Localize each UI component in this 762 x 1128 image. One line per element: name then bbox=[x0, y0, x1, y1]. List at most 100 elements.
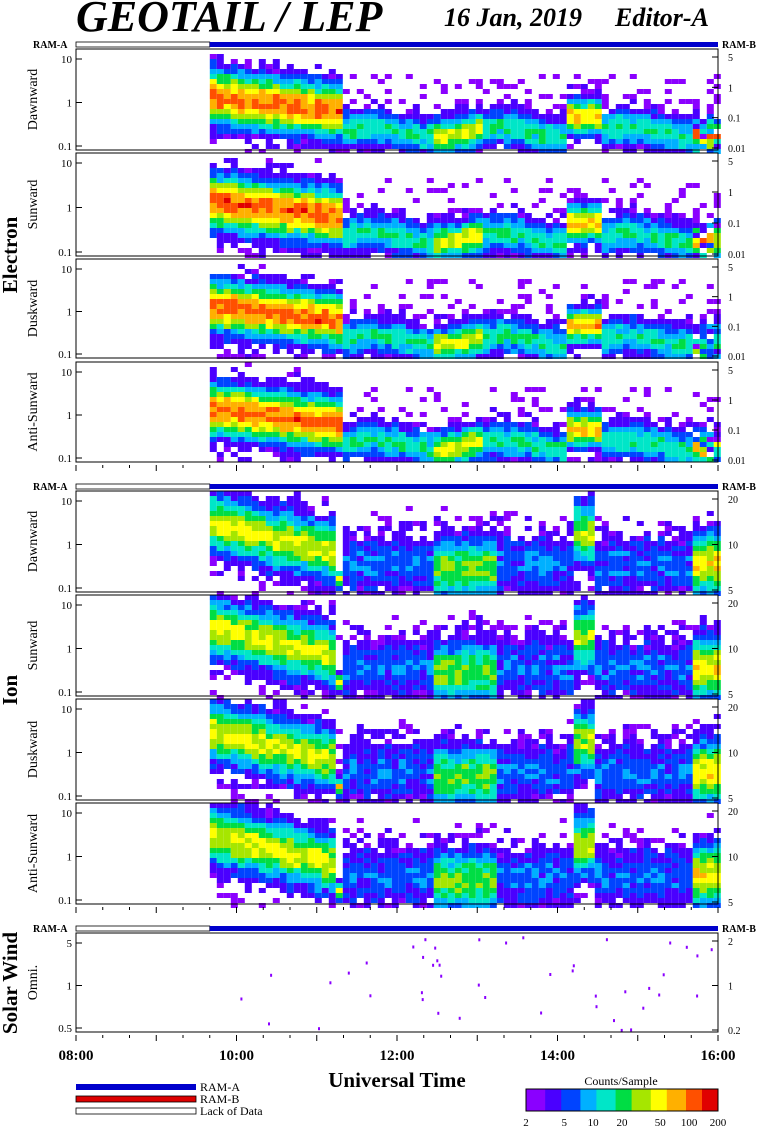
heatmap-cell bbox=[349, 536, 357, 541]
heatmap-cell bbox=[314, 203, 322, 208]
heatmap-cell bbox=[258, 324, 266, 329]
heatmap-cell bbox=[447, 304, 455, 309]
heatmap-cell bbox=[566, 144, 574, 149]
heatmap-cell bbox=[363, 566, 371, 571]
heatmap-cell bbox=[440, 109, 448, 114]
heatmap-cell bbox=[265, 139, 273, 144]
heatmap-cell bbox=[321, 655, 329, 660]
heatmap-cell bbox=[223, 208, 231, 213]
heatmap-cell bbox=[209, 193, 217, 198]
heatmap-cell bbox=[216, 655, 224, 660]
heatmap-cell bbox=[272, 442, 280, 447]
heatmap-cell bbox=[237, 208, 245, 213]
heatmap-cell bbox=[321, 314, 329, 319]
heatmap-cell bbox=[300, 531, 308, 536]
heatmap-cell bbox=[699, 566, 707, 571]
heatmap-cell bbox=[405, 304, 413, 309]
heatmap-cell bbox=[209, 367, 217, 372]
heatmap-cell bbox=[307, 173, 315, 178]
heatmap-cell bbox=[636, 124, 644, 129]
heatmap-cell bbox=[279, 279, 287, 284]
heatmap-cell bbox=[244, 89, 252, 94]
heatmap-cell bbox=[454, 447, 462, 452]
heatmap-cell bbox=[496, 442, 504, 447]
heatmap-cell bbox=[321, 526, 329, 531]
heatmap-cell bbox=[454, 329, 462, 334]
heatmap-cell bbox=[216, 556, 224, 561]
heatmap-cell bbox=[307, 203, 315, 208]
heatmap-cell bbox=[496, 299, 504, 304]
heatmap-cell bbox=[314, 134, 322, 139]
heatmap-cell bbox=[251, 407, 259, 412]
heatmap-cell bbox=[419, 546, 427, 551]
heatmap-cell bbox=[342, 134, 350, 139]
heatmap-cell bbox=[265, 447, 273, 452]
heatmap-cell bbox=[706, 581, 714, 586]
heatmap-cell bbox=[286, 372, 294, 377]
heatmap-cell bbox=[664, 556, 672, 561]
heatmap-cell bbox=[678, 218, 686, 223]
heatmap-cell bbox=[251, 178, 259, 183]
heatmap-cell bbox=[622, 114, 630, 119]
heatmap-cell bbox=[454, 566, 462, 571]
heatmap-cell bbox=[335, 203, 343, 208]
heatmap-cell bbox=[342, 695, 350, 700]
heatmap-cell bbox=[265, 124, 273, 129]
heatmap-cell bbox=[489, 511, 497, 516]
heatmap-cell bbox=[237, 109, 245, 114]
heatmap-cell bbox=[482, 134, 490, 139]
heatmap-cell bbox=[314, 665, 322, 670]
heatmap-cell bbox=[517, 243, 525, 248]
heatmap-cell bbox=[314, 183, 322, 188]
heatmap-cell bbox=[335, 139, 343, 144]
heatmap-cell bbox=[321, 640, 329, 645]
heatmap-cell bbox=[307, 655, 315, 660]
heatmap-cell bbox=[461, 228, 469, 233]
heatmap-cell bbox=[272, 208, 280, 213]
heatmap-cell bbox=[454, 243, 462, 248]
heatmap-cell bbox=[223, 173, 231, 178]
heatmap-cell bbox=[573, 536, 581, 541]
heatmap-cell bbox=[272, 531, 280, 536]
heatmap-cell bbox=[321, 223, 329, 228]
heatmap-cell bbox=[538, 223, 546, 228]
heatmap-cell bbox=[629, 208, 637, 213]
heatmap-cell bbox=[517, 571, 525, 576]
heatmap-cell bbox=[566, 412, 574, 417]
heatmap-cell bbox=[209, 274, 217, 279]
heatmap-cell bbox=[482, 243, 490, 248]
heatmap-cell bbox=[300, 556, 308, 561]
heatmap-cell bbox=[587, 541, 595, 546]
heatmap-cell bbox=[657, 551, 665, 556]
heatmap-cell bbox=[370, 397, 378, 402]
heatmap-cell bbox=[335, 427, 343, 432]
heatmap-cell bbox=[300, 314, 308, 319]
heatmap-cell bbox=[279, 437, 287, 442]
heatmap-cell bbox=[496, 576, 504, 581]
heatmap-cell bbox=[636, 144, 644, 149]
heatmap-cell bbox=[279, 511, 287, 516]
heatmap-cell bbox=[307, 551, 315, 556]
heatmap-cell bbox=[223, 640, 231, 645]
heatmap-cell bbox=[356, 139, 364, 144]
heatmap-cell bbox=[664, 334, 672, 339]
heatmap-cell bbox=[209, 610, 217, 615]
heatmap-cell bbox=[573, 213, 581, 218]
heatmap-cell bbox=[377, 309, 385, 314]
heatmap-cell bbox=[244, 660, 252, 665]
heatmap-cell bbox=[706, 561, 714, 566]
heatmap-cell bbox=[293, 501, 301, 506]
heatmap-cell bbox=[545, 114, 553, 119]
heatmap-cell bbox=[328, 134, 336, 139]
heatmap-cell bbox=[370, 387, 378, 392]
heatmap-cell bbox=[454, 228, 462, 233]
heatmap-cell bbox=[419, 576, 427, 581]
heatmap-cell bbox=[559, 248, 567, 253]
heatmap-cell bbox=[615, 566, 623, 571]
heatmap-cell bbox=[342, 114, 350, 119]
heatmap-cell bbox=[664, 223, 672, 228]
heatmap-cell bbox=[622, 422, 630, 427]
heatmap-cell bbox=[573, 516, 581, 521]
heatmap-cell bbox=[524, 422, 532, 427]
heatmap-cell bbox=[545, 344, 553, 349]
